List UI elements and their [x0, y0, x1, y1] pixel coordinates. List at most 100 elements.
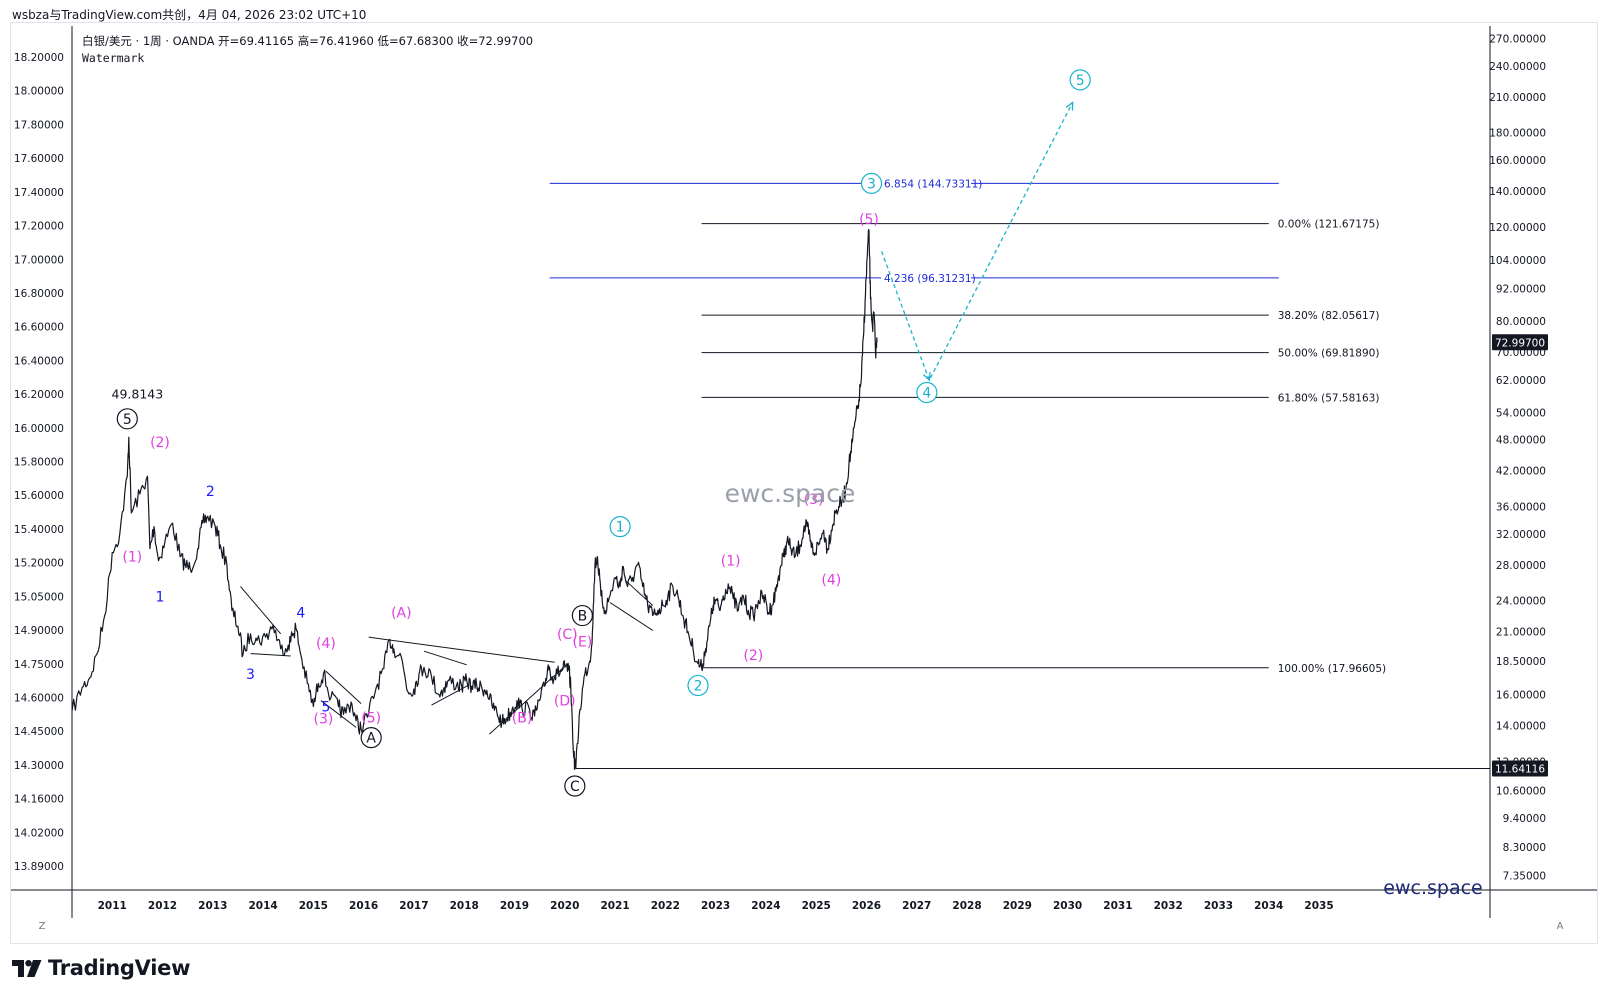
right-tick-label: 16.00000 [1496, 690, 1546, 702]
right-tick-label: 62.00000 [1496, 375, 1546, 387]
wave-label: (5) [361, 711, 381, 727]
wave-label: 5 [123, 412, 132, 428]
fib-label-bg [881, 270, 971, 284]
x-tick-label: 2034 [1254, 900, 1283, 912]
trend-line [609, 602, 654, 631]
right-tick-label: 32.00000 [1496, 529, 1546, 541]
x-tick-label: 2031 [1103, 900, 1132, 912]
x-tick-label: 2024 [751, 900, 780, 912]
right-tick-label: 54.00000 [1496, 407, 1546, 419]
left-tick-label: 15.20000 [14, 558, 64, 570]
left-tick-label: 16.20000 [14, 389, 64, 401]
right-tick-label: 28.00000 [1496, 560, 1546, 572]
wave-label: (C) [557, 627, 578, 643]
price-series-line [71, 229, 878, 770]
wave-label: B [578, 609, 588, 625]
wave-label-circle [916, 381, 938, 404]
right-tick-label: 14.00000 [1496, 721, 1546, 733]
x-tick-label: 2016 [349, 900, 378, 912]
x-tick-label: 2018 [450, 900, 479, 912]
corner-button-right[interactable]: A [1557, 921, 1564, 932]
wave-label-circle [609, 516, 631, 538]
left-tick-label: 15.80000 [14, 457, 64, 469]
wave-label: (3) [804, 492, 824, 508]
right-tick-label: 42.00000 [1496, 466, 1546, 478]
left-tick-label: 14.02000 [14, 827, 64, 839]
wave-label: 3 [246, 667, 255, 683]
price-badge [1492, 334, 1548, 351]
chart-caption: wsbza与TradingView.com共创，4月 04, 2026 23:0… [12, 8, 367, 22]
trend-line [423, 650, 467, 666]
price-badge-label: 11.64116 [1495, 764, 1545, 776]
right-tick-label: 120.00000 [1489, 222, 1546, 234]
wave-label: 3 [867, 176, 876, 192]
right-tick-label: 104.00000 [1489, 255, 1546, 267]
right-tick-label: 180.00000 [1489, 128, 1546, 140]
right-tick-label: 48.00000 [1496, 435, 1546, 447]
left-tick-label: 15.40000 [14, 524, 64, 536]
wave-label: (5) [859, 212, 879, 228]
wave-label: (2) [150, 435, 170, 451]
x-tick-label: 2033 [1204, 900, 1233, 912]
left-tick-label: 16.40000 [14, 355, 64, 367]
x-tick-label: 2019 [500, 900, 529, 912]
x-tick-label: 2013 [198, 900, 227, 912]
right-tick-label: 18.50000 [1496, 656, 1546, 668]
wave-label: (1) [721, 554, 741, 570]
x-tick-label: 2030 [1053, 900, 1082, 912]
left-tick-label: 15.60000 [14, 490, 64, 502]
wave-label: (B) [512, 711, 533, 727]
chart-legend-line2: Watermark [82, 51, 144, 65]
fib-level-label: 0.00% (121.67175) [1278, 219, 1380, 231]
x-tick-label: 2025 [802, 900, 831, 912]
left-tick-label: 14.60000 [14, 692, 64, 704]
right-tick-label: 36.00000 [1496, 501, 1546, 513]
fib-level-label: 61.80% (57.58163) [1278, 392, 1380, 404]
x-tick-label: 2035 [1304, 900, 1333, 912]
wave-label-circle [1069, 69, 1091, 91]
right-tick-label: 80.00000 [1496, 316, 1546, 328]
fib-level-label: 100.00% (17.96605) [1278, 663, 1386, 675]
x-tick-label: 2028 [952, 900, 981, 912]
left-tick-label: 17.40000 [14, 187, 64, 199]
wave-label-circle [860, 172, 883, 194]
fib-level-label: 50.00% (69.81890) [1278, 348, 1380, 360]
x-tick-label: 2023 [701, 900, 730, 912]
wave-label: (3) [313, 711, 333, 727]
x-tick-label: 2029 [1003, 900, 1032, 912]
left-tick-label: 17.60000 [14, 153, 64, 165]
x-tick-label: 2015 [299, 900, 328, 912]
left-tick-label: 14.90000 [14, 625, 64, 637]
fib-label-bg [881, 176, 971, 190]
right-tick-label: 240.00000 [1489, 61, 1546, 73]
projection-path [880, 102, 1074, 382]
left-tick-label: 14.45000 [14, 726, 64, 738]
tradingview-brand[interactable]: TradingView [12, 956, 190, 980]
x-tick-label: 2022 [651, 900, 680, 912]
trend-line [240, 586, 282, 635]
right-tick-label: 210.00000 [1489, 92, 1546, 104]
wave-label: 2 [694, 678, 703, 694]
right-tick-label: 8.30000 [1503, 842, 1546, 854]
left-tick-label: 14.16000 [14, 794, 64, 806]
right-tick-label: 140.00000 [1489, 186, 1546, 198]
trend-line [624, 579, 654, 606]
trend-line [320, 700, 357, 728]
left-tick-label: 15.05000 [14, 591, 64, 603]
chart-frame[interactable] [10, 22, 1598, 944]
x-tick-label: 2032 [1154, 900, 1183, 912]
wave-label: 5 [321, 700, 330, 716]
price-badge [1492, 760, 1548, 777]
left-tick-label: 13.89000 [14, 861, 64, 873]
wave-label: (2) [743, 648, 763, 664]
fib-level-label: 4.236 (96.31231) [884, 273, 976, 285]
wave-label: (1) [122, 550, 142, 566]
wave-label: 5 [1076, 73, 1085, 89]
wave-label-circle [564, 775, 586, 797]
wave-label: C [570, 779, 580, 795]
wave-label: 4 [922, 385, 931, 401]
wave-label-circle [360, 727, 382, 749]
corner-button-left[interactable]: Z [39, 921, 46, 932]
watermark-center: ewc.space [725, 479, 856, 508]
